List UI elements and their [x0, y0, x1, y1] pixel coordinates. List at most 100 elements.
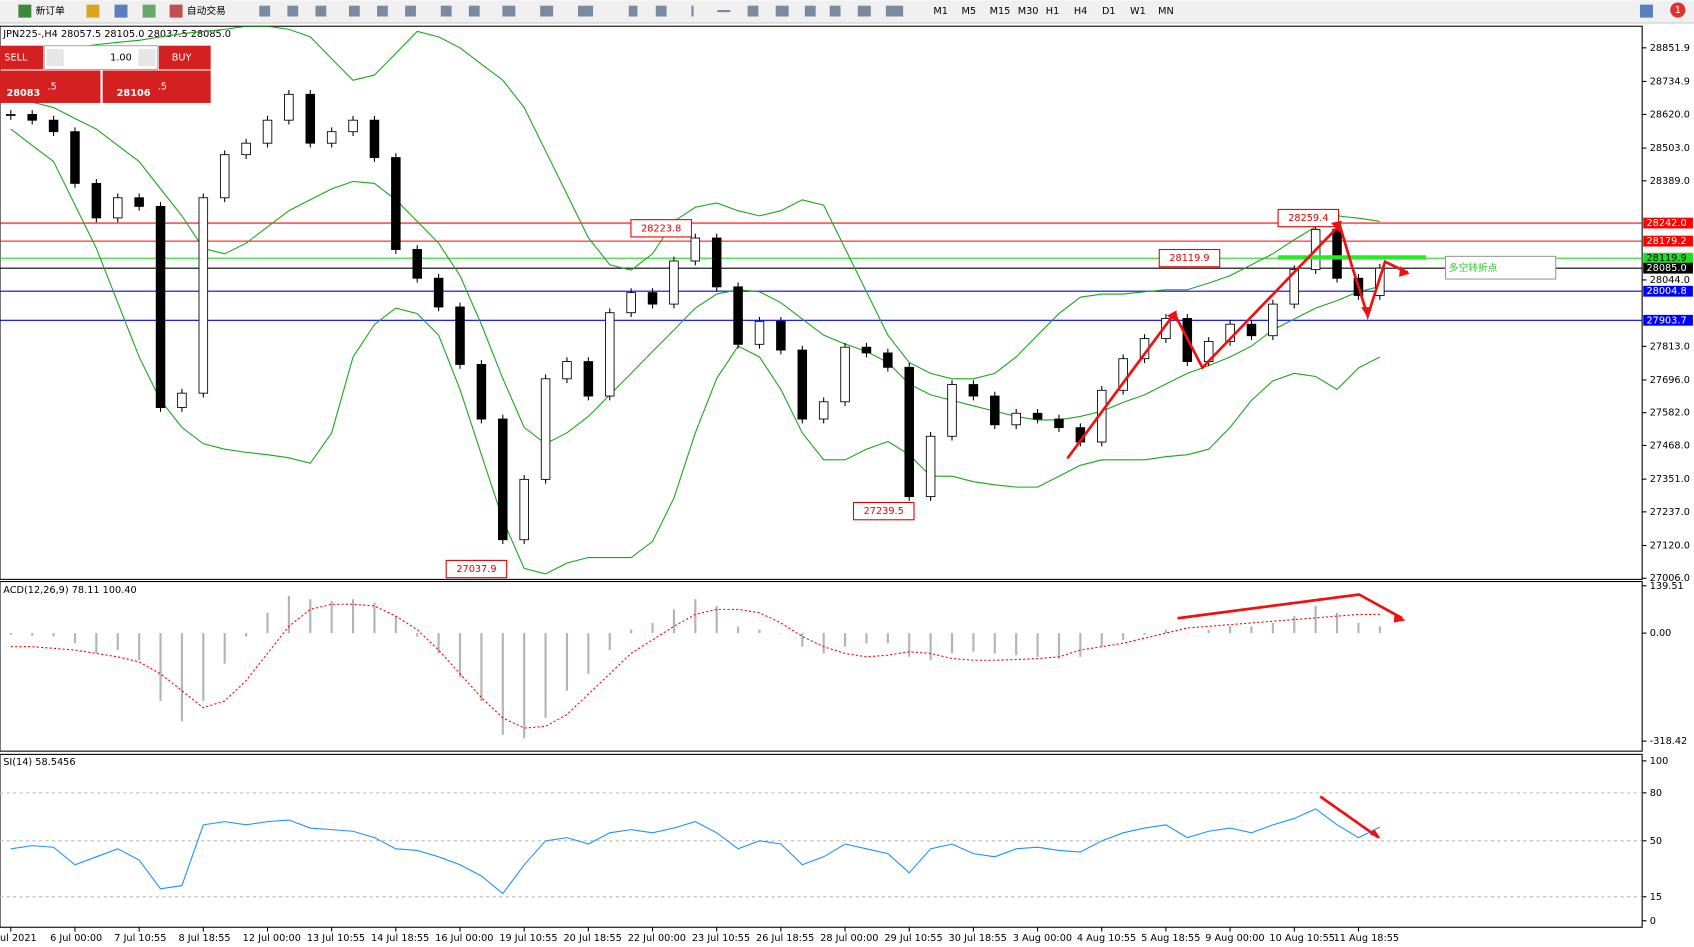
- volume-up[interactable]: [138, 48, 156, 67]
- timeframe-button[interactable]: M5: [962, 6, 977, 17]
- candle: [776, 320, 786, 351]
- tool-icon[interactable]: [440, 5, 452, 17]
- tool-icon[interactable]: [377, 5, 388, 17]
- x-tick-label: 9 Aug 00:00: [1205, 933, 1264, 944]
- candle: [754, 320, 765, 345]
- y-tick-label: 100: [1650, 756, 1669, 767]
- new-order-icon[interactable]: [18, 4, 32, 18]
- level-tag: [1643, 252, 1693, 264]
- tool-icon[interactable]: [142, 4, 156, 18]
- tool-icon[interactable]: [502, 5, 516, 17]
- timeframe-button[interactable]: M30: [1018, 6, 1039, 17]
- y-tick-label: 27813.0: [1650, 341, 1690, 352]
- candle: [519, 478, 529, 541]
- tool-icon[interactable]: [577, 5, 594, 17]
- macd-bar: [223, 633, 226, 664]
- timeframe-button[interactable]: W1: [1130, 6, 1146, 17]
- x-tick-label: 30 Jul 18:55: [949, 933, 1007, 944]
- tool-icon[interactable]: [885, 5, 904, 17]
- tool-icon[interactable]: [804, 5, 816, 17]
- volume-down[interactable]: [46, 48, 64, 67]
- sell-button[interactable]: [0, 45, 44, 70]
- macd-bar: [180, 633, 184, 722]
- y-tick-label: 27351.0: [1650, 474, 1690, 485]
- tool-icon[interactable]: [86, 4, 100, 18]
- macd-bar: [458, 633, 462, 678]
- buy-label: BUY: [172, 53, 192, 64]
- toolbar-buttons: 新订单 自动交易 M1 M5 M1: [18, 2, 1686, 18]
- tool-icon[interactable]: [348, 5, 360, 17]
- macd-bar: [630, 629, 633, 634]
- timeframe-button[interactable]: M15: [990, 6, 1011, 17]
- y-tick-label: 27120.0: [1650, 540, 1690, 551]
- alerts-badge[interactable]: [1670, 2, 1686, 18]
- macd-bar: [1250, 626, 1253, 634]
- ask-box[interactable]: [102, 70, 211, 103]
- arrow-head: [1166, 310, 1178, 323]
- macd-bar: [715, 605, 718, 634]
- macd-bar: [929, 633, 932, 661]
- timeframe-button[interactable]: MN: [1158, 6, 1174, 17]
- price-annotation-box: [630, 219, 692, 238]
- level-tag: [1643, 217, 1693, 229]
- bid-box[interactable]: [0, 70, 101, 103]
- x-tick-label: 7 Jul 10:55: [114, 933, 166, 944]
- candle: [840, 346, 850, 403]
- y-tick-label: 80: [1650, 788, 1662, 799]
- timeframe-button[interactable]: M1: [933, 6, 948, 17]
- tool-icon[interactable]: [691, 5, 694, 17]
- auto-trade-icon[interactable]: [169, 4, 183, 18]
- candle: [626, 292, 636, 314]
- tool-icon[interactable]: [829, 5, 841, 17]
- candle: [947, 384, 957, 437]
- tool-icon[interactable]: [655, 5, 667, 17]
- macd-bar: [1293, 616, 1296, 634]
- tool-icon[interactable]: [717, 10, 731, 13]
- candle: [1118, 358, 1128, 391]
- timeframe-button[interactable]: H4: [1074, 6, 1088, 17]
- search-icon[interactable]: [1639, 4, 1653, 18]
- macd-arrow: [1177, 593, 1403, 620]
- macd-bar: [437, 633, 440, 654]
- y-tick-label: 27468.0: [1650, 440, 1690, 451]
- buy-button[interactable]: [158, 45, 211, 70]
- candle: [27, 114, 37, 121]
- tool-icon[interactable]: [540, 5, 554, 17]
- tool-icon[interactable]: [114, 4, 128, 18]
- x-tick-label: 8 Jul 18:55: [178, 933, 230, 944]
- timeframe-button[interactable]: H1: [1046, 6, 1059, 17]
- timeframe-button[interactable]: D1: [1102, 6, 1116, 17]
- new-order-button[interactable]: 新订单: [36, 4, 65, 17]
- macd-bar: [501, 633, 504, 735]
- candle: [305, 93, 316, 144]
- tool-icon[interactable]: [775, 5, 789, 17]
- macd-bar: [822, 633, 825, 654]
- candle: [219, 154, 230, 199]
- tool-icon[interactable]: [747, 5, 759, 17]
- candle: [861, 346, 872, 354]
- macd-bar: [52, 633, 55, 637]
- x-tick-label: ul 2021: [0, 933, 37, 944]
- volume-input[interactable]: [43, 45, 159, 70]
- auto-trade-button[interactable]: 自动交易: [187, 4, 226, 17]
- macd-bar: [1378, 626, 1381, 634]
- x-tick-label: 14 Jul 18:55: [371, 933, 429, 944]
- level-label: 28119.9: [1646, 253, 1686, 264]
- trend-arrows: [1066, 224, 1409, 839]
- tool-icon[interactable]: [259, 5, 271, 17]
- macd-bar: [287, 595, 290, 634]
- level-tag: [1643, 285, 1693, 297]
- price-annotation-box: [1277, 208, 1340, 228]
- tool-icon[interactable]: [287, 5, 299, 17]
- macd-bar: [394, 616, 397, 634]
- tool-icon[interactable]: [405, 5, 416, 17]
- tool-icon[interactable]: [468, 5, 480, 17]
- tool-icon[interactable]: [315, 5, 327, 17]
- y-tick-label: 0.00: [1650, 628, 1672, 639]
- y-tick-label: 28734.9: [1650, 76, 1690, 87]
- candle: [605, 312, 615, 397]
- tool-icon[interactable]: [628, 5, 638, 17]
- y-tick-label: 28044.0: [1650, 275, 1690, 286]
- tool-icon[interactable]: [857, 5, 871, 17]
